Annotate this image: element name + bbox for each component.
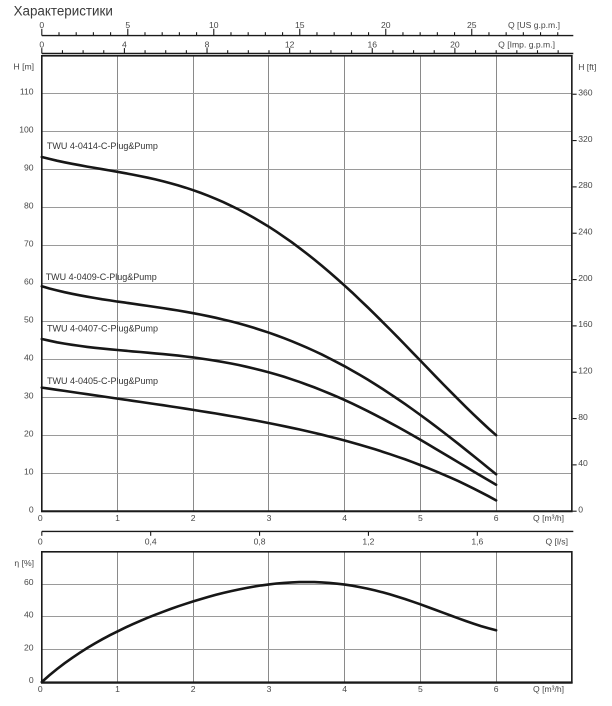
svg-text:H [m]: H [m] [13,61,34,71]
svg-text:0: 0 [39,20,44,30]
svg-text:5: 5 [418,513,423,523]
svg-text:16: 16 [368,40,378,50]
svg-text:0: 0 [29,675,34,685]
svg-text:12: 12 [285,40,295,50]
svg-text:0: 0 [38,684,43,694]
svg-text:110: 110 [20,87,34,97]
svg-text:20: 20 [24,429,34,439]
svg-text:15: 15 [295,20,305,30]
svg-text:10: 10 [24,467,34,477]
svg-text:0: 0 [38,513,43,523]
svg-text:H [ft]: H [ft] [578,62,596,72]
svg-text:Q [m³/h]: Q [m³/h] [533,513,564,523]
svg-text:100: 100 [19,125,34,135]
svg-text:80: 80 [578,412,588,422]
svg-text:30: 30 [24,391,34,401]
svg-text:20: 20 [381,20,391,30]
svg-text:3: 3 [267,513,272,523]
svg-text:5: 5 [418,684,423,694]
svg-text:5: 5 [125,20,130,30]
svg-text:2: 2 [191,513,196,523]
svg-text:TWU 4-0409-C-Plug&Pump: TWU 4-0409-C-Plug&Pump [46,272,157,282]
svg-text:0,8: 0,8 [254,537,266,547]
svg-text:Q [US g.p.m.]: Q [US g.p.m.] [508,20,560,30]
svg-text:0: 0 [29,505,34,515]
svg-text:3: 3 [267,684,272,694]
svg-text:Характеристики: Характеристики [14,3,113,18]
svg-text:1,6: 1,6 [471,537,483,547]
svg-text:40: 40 [24,610,34,620]
svg-text:4: 4 [342,684,347,694]
svg-text:50: 50 [24,315,34,325]
svg-text:TWU 4-0414-C-Plug&Pump: TWU 4-0414-C-Plug&Pump [47,141,158,151]
svg-text:1: 1 [115,513,120,523]
svg-text:Q [Imp. g.p.m.]: Q [Imp. g.p.m.] [498,40,555,50]
svg-text:0,4: 0,4 [145,537,157,547]
svg-text:240: 240 [578,227,593,237]
svg-text:4: 4 [122,40,127,50]
svg-text:200: 200 [578,273,593,283]
svg-text:1,2: 1,2 [362,537,374,547]
svg-text:TWU 4-0407-C-Plug&Pump: TWU 4-0407-C-Plug&Pump [47,324,158,334]
svg-text:0: 0 [578,505,583,515]
svg-text:60: 60 [24,577,34,587]
svg-text:360: 360 [578,88,593,98]
svg-text:280: 280 [578,180,593,190]
svg-text:2: 2 [191,684,196,694]
svg-text:10: 10 [209,20,219,30]
svg-text:90: 90 [24,163,34,173]
svg-text:Q [m³/h]: Q [m³/h] [533,684,564,694]
svg-text:80: 80 [24,201,34,211]
svg-text:η [%]: η [%] [14,558,34,568]
svg-text:40: 40 [578,458,588,468]
svg-text:TWU 4-0405-C-Plug&Pump: TWU 4-0405-C-Plug&Pump [47,376,158,386]
svg-text:Q [l/s]: Q [l/s] [546,537,568,547]
svg-text:60: 60 [24,277,34,287]
svg-text:1: 1 [115,684,120,694]
svg-text:320: 320 [578,134,593,144]
svg-text:20: 20 [24,642,34,652]
svg-text:0: 0 [39,40,44,50]
svg-text:70: 70 [24,239,34,249]
svg-text:160: 160 [578,319,593,329]
svg-text:0: 0 [38,537,43,547]
svg-text:6: 6 [494,513,499,523]
svg-text:6: 6 [494,684,499,694]
svg-text:120: 120 [578,366,593,376]
svg-text:20: 20 [450,40,460,50]
svg-text:8: 8 [205,40,210,50]
svg-text:40: 40 [24,353,34,363]
svg-text:25: 25 [467,20,477,30]
svg-text:4: 4 [342,513,347,523]
